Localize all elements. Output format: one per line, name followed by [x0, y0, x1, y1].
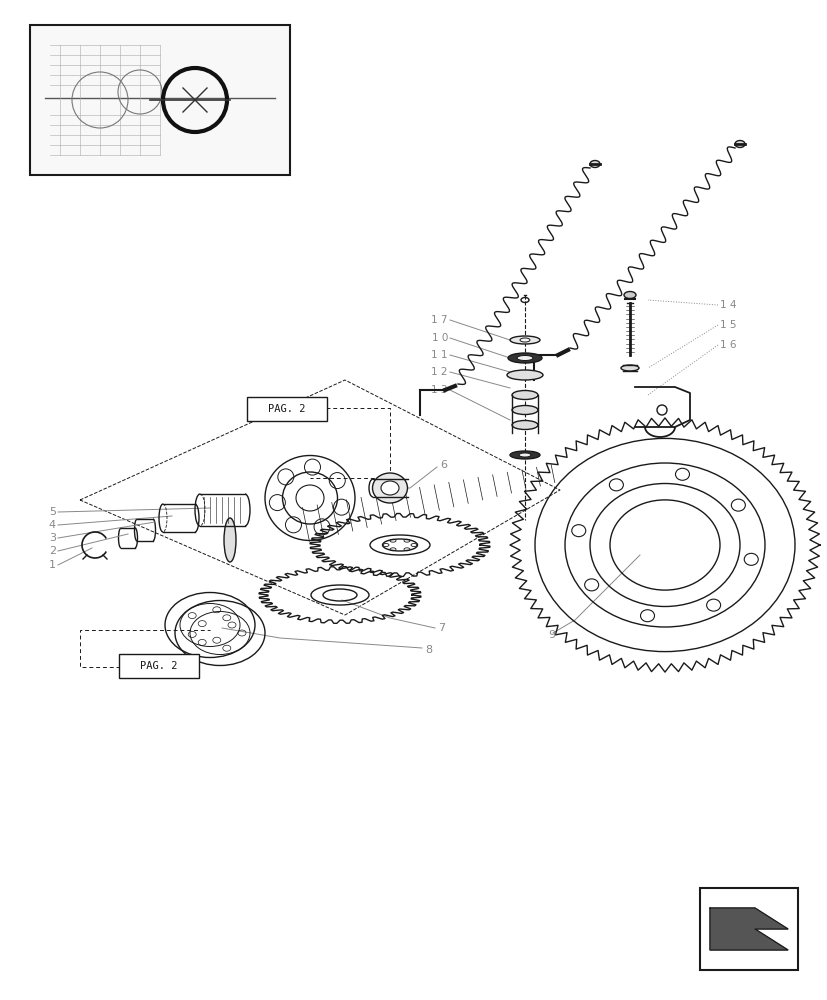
Ellipse shape	[509, 451, 539, 459]
Ellipse shape	[511, 406, 538, 414]
FancyBboxPatch shape	[119, 654, 198, 678]
Text: 6: 6	[439, 460, 447, 470]
Ellipse shape	[509, 336, 539, 344]
Text: 1 1: 1 1	[431, 350, 447, 360]
Ellipse shape	[519, 453, 530, 457]
Ellipse shape	[380, 481, 399, 495]
Text: 1 2: 1 2	[431, 367, 447, 377]
Text: 1 7: 1 7	[431, 315, 447, 325]
Text: PAG. 2: PAG. 2	[140, 661, 178, 671]
Text: 1 3: 1 3	[431, 385, 447, 395]
Text: 9: 9	[547, 630, 554, 640]
Polygon shape	[709, 908, 787, 950]
Text: 7: 7	[437, 623, 445, 633]
Text: 1: 1	[49, 560, 56, 570]
Text: 5: 5	[49, 507, 56, 517]
Text: 1 5: 1 5	[719, 320, 735, 330]
Ellipse shape	[511, 390, 538, 399]
Text: 2: 2	[49, 546, 56, 556]
Ellipse shape	[620, 365, 638, 371]
FancyBboxPatch shape	[246, 397, 327, 421]
Ellipse shape	[372, 473, 407, 503]
Bar	[30, 25, 289, 175]
Ellipse shape	[506, 370, 543, 380]
Ellipse shape	[508, 353, 542, 363]
Ellipse shape	[511, 420, 538, 430]
Ellipse shape	[590, 161, 600, 168]
Text: PAG. 2: PAG. 2	[268, 404, 305, 414]
Text: 1 6: 1 6	[719, 340, 735, 350]
Ellipse shape	[519, 338, 529, 342]
Text: 3: 3	[49, 533, 56, 543]
Text: 8: 8	[424, 645, 432, 655]
Ellipse shape	[624, 292, 635, 298]
Text: 1 0: 1 0	[431, 333, 447, 343]
Text: 4: 4	[49, 520, 56, 530]
Ellipse shape	[224, 518, 236, 562]
Ellipse shape	[516, 356, 533, 360]
Text: 1 4: 1 4	[719, 300, 735, 310]
Bar	[699, 888, 797, 970]
Ellipse shape	[734, 141, 744, 148]
